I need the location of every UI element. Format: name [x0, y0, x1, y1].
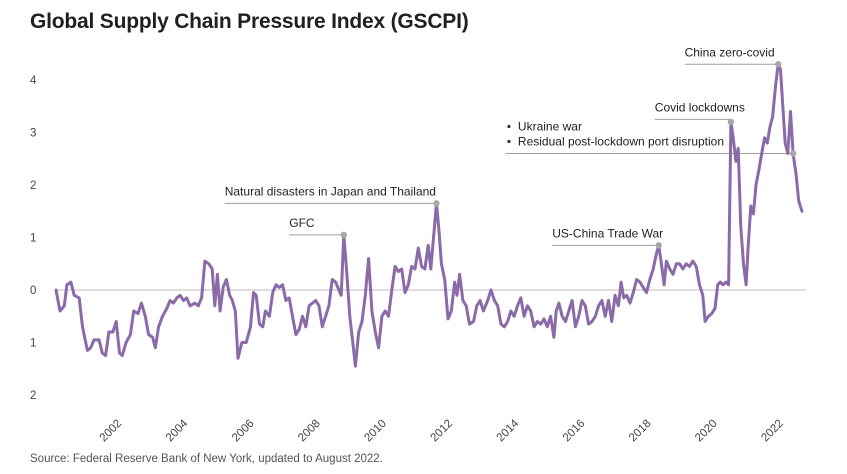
annotation-label: GFC	[289, 216, 315, 230]
y-tick-label: 4	[30, 75, 37, 87]
y-tick-label: 2	[30, 180, 36, 192]
annotation-label: Residual post-lockdown port disruption	[518, 135, 724, 149]
bullet-dot	[507, 124, 511, 129]
gscpi-series-line	[54, 62, 804, 368]
annotation-markers	[340, 61, 797, 249]
y-tick-label: 0	[30, 285, 36, 297]
y-tick-label: 2	[30, 390, 36, 402]
y-tick-label: 3	[30, 128, 36, 140]
x-tick-label: 2014	[495, 417, 522, 444]
annotation-label: US-China Trade War	[552, 226, 663, 240]
y-tick-label: 1	[30, 233, 36, 245]
series	[54, 62, 804, 368]
chart-title: Global Supply Chain Pressure Index (GSCP…	[30, 10, 469, 33]
x-tick-label: 2022	[759, 418, 786, 445]
x-tick-label: 2018	[627, 418, 654, 445]
annotation-marker-dot	[727, 118, 735, 126]
bullet-dot	[507, 139, 511, 144]
x-tick-label: 2006	[230, 418, 257, 445]
annotation-label: Ukraine war	[518, 120, 582, 134]
x-tick-label: 2020	[693, 418, 720, 445]
annotation-label: China zero-covid	[685, 45, 775, 59]
annotation-marker-dot	[433, 200, 440, 207]
annotation-label: Covid lockdowns	[655, 100, 745, 114]
axes: 4 3 2 1 0 1 2 2002 2004 2006 2008 2010 2012 2014 2016 2…	[30, 75, 806, 444]
annotation-marker-dot	[789, 150, 797, 157]
x-tick-label: 2004	[164, 417, 191, 444]
x-tick-label: 2012	[429, 418, 456, 445]
source-note: Source: Federal Reserve Bank of New York…	[30, 453, 383, 465]
x-tick-label: 2016	[561, 418, 588, 445]
annotation-marker-dot	[775, 61, 782, 68]
y-tick-label: 1	[30, 338, 36, 350]
x-tick-label: 2002	[98, 418, 125, 445]
annotation-marker-dot	[655, 242, 662, 249]
annotation-label: Natural disasters in Japan and Thailand	[225, 184, 436, 198]
x-tick-label: 2010	[362, 418, 389, 445]
annotations: GFC Natural disasters in Japan and Thaila…	[224, 45, 794, 246]
x-tick-label: 2008	[296, 418, 323, 445]
annotation-marker-dot	[340, 231, 348, 239]
